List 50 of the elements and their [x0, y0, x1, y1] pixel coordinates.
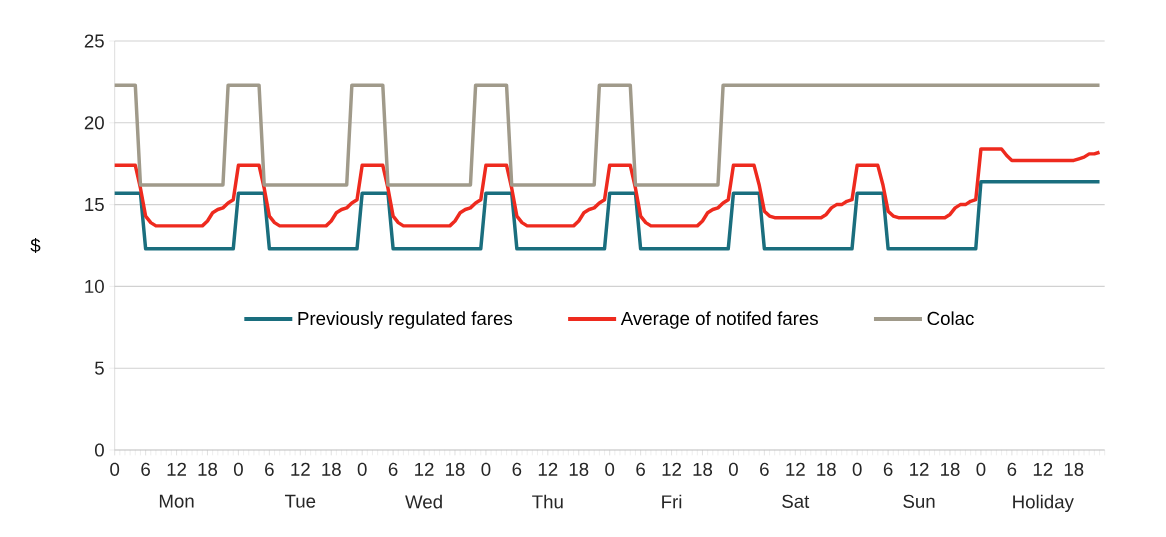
x-tick-label: 12 — [662, 462, 681, 476]
text: Tue — [284, 494, 316, 508]
x-tick-label: 0 — [357, 462, 367, 476]
x-tick-label: 6 — [141, 462, 150, 476]
x-tick-label: 18 — [569, 462, 589, 476]
x-tick-label: 12 — [1033, 462, 1053, 476]
y-tick-label: 25 — [84, 34, 104, 48]
x-tick-label: 18 — [198, 462, 218, 476]
x-tick-label: 18 — [322, 462, 341, 476]
y-tick-label: 5 — [95, 361, 104, 375]
x-tick-label: 0 — [481, 462, 491, 476]
x-tick-label: 12 — [786, 462, 805, 476]
x-tick-label: 18 — [1064, 462, 1084, 476]
x-tick-label: 12 — [167, 462, 186, 476]
x-tick-label: 0 — [233, 462, 243, 476]
y-tick-label: 20 — [84, 116, 104, 130]
x-tick-label: 0 — [728, 462, 738, 476]
x-tick-label: 18 — [817, 462, 836, 476]
x-tick-label: 6 — [1007, 462, 1017, 476]
text: Sat — [782, 494, 810, 508]
x-tick-label: 12 — [415, 462, 434, 476]
x-tick-label: 18 — [446, 462, 465, 476]
x-tick-label: 12 — [910, 462, 929, 476]
x-tick-label: 6 — [265, 462, 274, 476]
text: Sun — [903, 494, 935, 508]
y-axis-title: $ — [30, 237, 41, 254]
x-tick-label: 6 — [760, 462, 769, 476]
y-tick-label: 0 — [94, 443, 104, 457]
x-tick-label: 18 — [941, 462, 960, 476]
text: Thu — [532, 494, 563, 509]
text: Fri — [662, 494, 682, 509]
x-tick-label: 6 — [883, 462, 893, 476]
x-tick-label: 0 — [976, 462, 986, 476]
x-tick-label: 18 — [693, 462, 713, 476]
y-tick-label: 10 — [85, 279, 104, 294]
x-tick-label: 0 — [110, 462, 120, 476]
x-tick-label: 0 — [605, 462, 615, 476]
x-tick-label: 6 — [512, 462, 522, 476]
x-tick-label: 6 — [636, 462, 645, 476]
x-tick-label: 12 — [538, 462, 558, 476]
x-tick-label: 6 — [388, 462, 398, 476]
legend-label: Previously regulated fares — [298, 311, 513, 329]
legend-label: Colac — [927, 311, 974, 326]
text: Wed — [405, 494, 442, 509]
y-tick-label: 15 — [85, 198, 104, 212]
text: Mon — [159, 494, 194, 508]
x-tick-label: 0 — [852, 462, 862, 476]
legend-label: Average of notifed fares — [620, 311, 818, 329]
text: Holiday — [1013, 494, 1074, 513]
x-tick-label: 12 — [291, 462, 310, 476]
